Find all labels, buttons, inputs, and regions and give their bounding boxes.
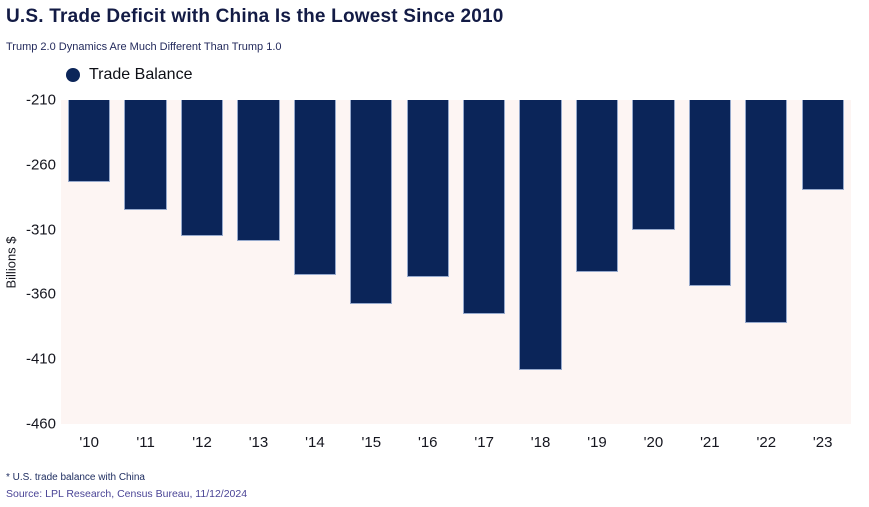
x-tick-label: '20	[643, 434, 664, 451]
x-tick-label: '16	[417, 434, 438, 451]
trade-balance-bar	[463, 100, 506, 315]
x-tick-label: '13	[248, 434, 269, 451]
trade-balance-bar	[237, 100, 280, 241]
bar-slot	[400, 100, 456, 424]
x-tick-label: '23	[812, 434, 833, 451]
legend-label: Trade Balance	[89, 66, 193, 83]
bar-slot	[625, 100, 681, 424]
bar-slot	[738, 100, 794, 424]
chart-title: U.S. Trade Deficit with China Is the Low…	[6, 6, 504, 27]
bar-slot	[117, 100, 173, 424]
y-tick-label: -260	[25, 156, 56, 174]
y-tick-label: -210	[25, 91, 56, 109]
bar-slot	[512, 100, 568, 424]
x-tick-label: '21	[700, 434, 720, 451]
bar-slot	[682, 100, 738, 424]
x-tick-label: '12	[192, 434, 212, 451]
x-axis-ticks: '10 '11 '12 '13 '14 '15 '16 '17 '18 '19 '20 '21 '22 '…	[61, 434, 851, 451]
trade-balance-bar	[406, 100, 449, 278]
x-tick-label: '18	[530, 434, 551, 451]
bar-slot	[61, 100, 117, 424]
trade-balance-bar	[801, 100, 844, 190]
x-tick-label: '22	[756, 434, 777, 451]
bar-slot	[230, 100, 286, 424]
legend-circle-icon	[66, 68, 80, 82]
x-tick-label: '19	[587, 434, 607, 451]
legend: Trade Balance	[66, 66, 192, 84]
x-tick-label: '14	[305, 434, 325, 451]
trade-balance-bar	[68, 100, 111, 182]
bar-slot	[343, 100, 399, 424]
trade-balance-bar	[350, 100, 393, 304]
chart-subtitle: Trump 2.0 Dynamics Are Much Different Th…	[6, 41, 282, 53]
source-attribution: Source: LPL Research, Census Bureau, 11/…	[6, 488, 248, 500]
bar-slot	[287, 100, 343, 424]
bar-slot	[794, 100, 850, 424]
footnote: * U.S. trade balance with China	[6, 472, 145, 483]
plot-area	[61, 100, 851, 424]
y-tick-label: -310	[25, 221, 56, 239]
trade-balance-bar	[575, 100, 619, 272]
x-tick-label: '17	[474, 434, 494, 451]
trade-balance-bar	[688, 100, 731, 286]
y-axis-ticks: -210 -260 -310 -360 -410 -460	[0, 92, 56, 433]
trade-balance-bar	[632, 100, 675, 230]
bar-slot	[569, 100, 625, 424]
trade-balance-bar	[293, 100, 337, 275]
y-tick-label: -460	[25, 415, 56, 433]
x-tick-label: '15	[361, 434, 382, 451]
bar-slot	[456, 100, 512, 424]
y-tick-label: -410	[25, 350, 56, 368]
trade-balance-bar	[745, 100, 788, 324]
trade-balance-bar	[124, 100, 167, 211]
x-tick-label: '10	[79, 434, 99, 451]
trade-balance-bar	[519, 100, 562, 370]
trade-balance-bar	[180, 100, 224, 237]
bar-slot	[174, 100, 230, 424]
x-tick-label: '11	[136, 434, 155, 451]
y-tick-label: -360	[25, 285, 56, 303]
